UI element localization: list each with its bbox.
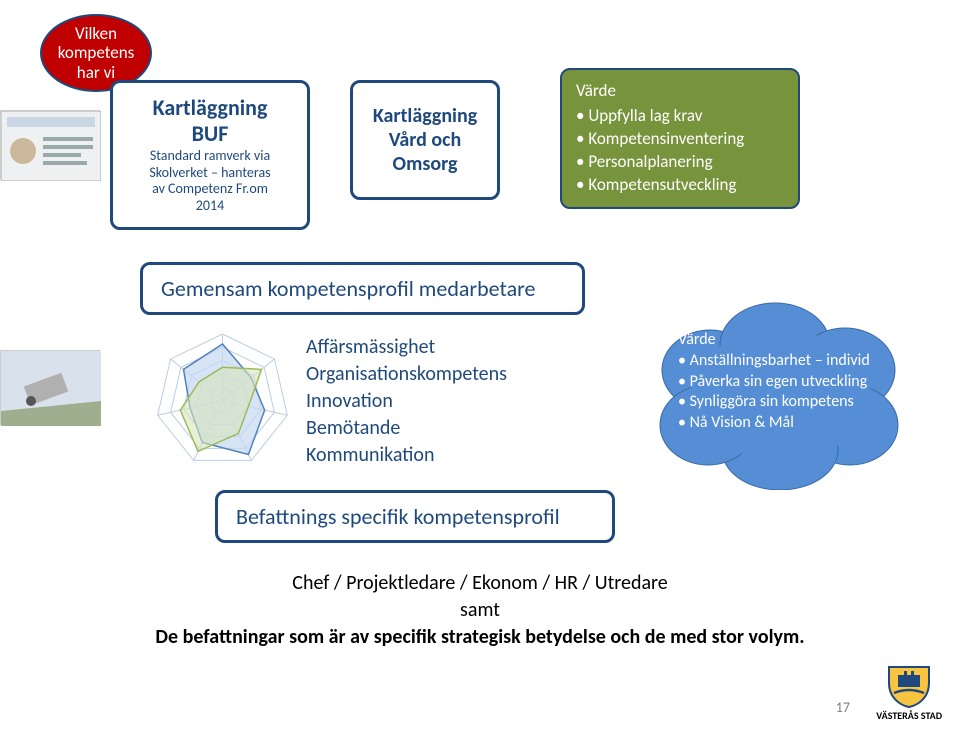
box-sub: av Competenz Fr.om xyxy=(152,181,268,198)
page-number: 17 xyxy=(836,699,850,716)
competency-item: Organisationskompetens xyxy=(306,361,507,388)
value-item: Kompetensinventering xyxy=(576,128,784,151)
competency-item: Bemötande xyxy=(306,415,507,442)
bottom-line1: Chef / Projektledare / Ekonom / HR / Utr… xyxy=(130,570,830,597)
cloud-item: Synliggöra sin kompetens xyxy=(678,392,870,413)
bottom-line2: samt xyxy=(130,597,830,624)
competency-list: Affärsmässighet Organisationskompetens I… xyxy=(306,334,507,469)
cloud-varde: Värde Anställningsbarhet – individ Påver… xyxy=(650,300,910,480)
box-line: Vård och xyxy=(389,128,462,152)
box-kartlaggning-vard: Kartläggning Vård och Omsorg xyxy=(350,80,500,200)
bottom-line3: De befattningar som är av specifik strat… xyxy=(130,624,830,651)
box-gemensam: Gemensam kompetensprofil medarbetare xyxy=(140,262,585,315)
license-card-image xyxy=(0,110,100,180)
radar-chart xyxy=(150,328,295,473)
vasteras-logo: VÄSTERÅS STAD xyxy=(876,665,942,722)
cloud-header: Värde xyxy=(678,330,870,351)
cloud-item: Påverka sin egen utveckling xyxy=(678,372,870,393)
badge-line: Vilken xyxy=(58,24,135,44)
box-varde-green: Värde Uppfylla lag krav Kompetensinvente… xyxy=(560,68,800,209)
box-kartlaggning-buf: Kartläggning BUF Standard ramverk via Sk… xyxy=(110,80,310,230)
box-line: Omsorg xyxy=(393,152,458,176)
box-title2: BUF xyxy=(192,121,229,147)
cloud-item: Anställningsbarhet – individ xyxy=(678,351,870,372)
value-item: Kompetensutveckling xyxy=(576,174,784,197)
box-title: Kartläggning xyxy=(373,104,477,128)
box-text: Befattnings specifik kompetensprofil xyxy=(236,503,560,530)
value-header: Värde xyxy=(576,80,784,103)
box-title: Kartläggning xyxy=(153,95,268,121)
box-sub: 2014 xyxy=(196,198,224,215)
competency-item: Affärsmässighet xyxy=(306,334,507,361)
box-text: Gemensam kompetensprofil medarbetare xyxy=(161,275,535,302)
box-sub: Standard ramverk via xyxy=(150,148,270,165)
box-befattning: Befattnings specifik kompetensprofil xyxy=(215,490,615,543)
competency-item: Kommunikation xyxy=(306,442,507,469)
value-item: Uppfylla lag krav xyxy=(576,105,784,128)
logo-text: VÄSTERÅS STAD xyxy=(876,709,942,722)
bottom-text: Chef / Projektledare / Ekonom / HR / Utr… xyxy=(130,570,830,651)
car-crash-image xyxy=(0,350,100,425)
badge-line: kompetens xyxy=(58,43,135,63)
competency-item: Innovation xyxy=(306,388,507,415)
box-sub: Skolverket – hanteras xyxy=(149,165,270,182)
cloud-item: Nå Vision & Mål xyxy=(678,413,870,434)
value-item: Personalplanering xyxy=(576,151,784,174)
